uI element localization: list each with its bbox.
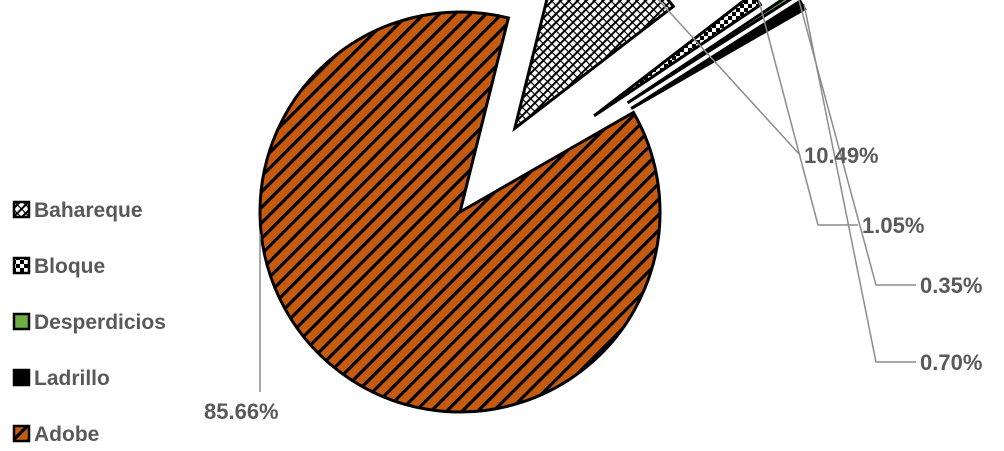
legend-item-bahareque: Bahareque — [14, 199, 143, 222]
data-label-bloque: 1.05% — [862, 213, 924, 238]
legend-item-adobe: Adobe — [14, 423, 99, 446]
legend-label-adobe: Adobe — [34, 423, 99, 446]
pie-slice-bahareque — [515, 0, 674, 128]
legend: Bahareque Bloque Desperdicios Ladrillo Adobe — [14, 199, 166, 446]
legend-item-ladrillo: Ladrillo — [14, 367, 110, 390]
legend-item-bloque: Bloque — [14, 255, 105, 278]
data-label-ladrillo: 0.70% — [920, 350, 982, 375]
legend-swatch-ladrillo — [14, 370, 29, 385]
legend-swatch-desperdicios — [14, 314, 29, 329]
pie-slice-adobe — [260, 12, 660, 412]
legend-label-desperdicios: Desperdicios — [34, 311, 166, 334]
legend-swatch-adobe — [14, 426, 29, 441]
legend-swatch-bloque — [14, 258, 29, 273]
legend-label-ladrillo: Ladrillo — [34, 367, 110, 390]
data-label-adobe: 85.66% — [204, 399, 279, 424]
legend-item-desperdicios: Desperdicios — [14, 311, 166, 334]
legend-swatch-bahareque — [14, 202, 29, 217]
data-label-desperdicios: 0.35% — [920, 273, 982, 298]
legend-label-bahareque: Bahareque — [34, 199, 143, 222]
pie-slices — [260, 0, 805, 412]
data-label-bahareque: 10.49% — [804, 143, 879, 168]
legend-label-bloque: Bloque — [34, 255, 105, 278]
leader-line-ladrillo — [804, 4, 916, 362]
